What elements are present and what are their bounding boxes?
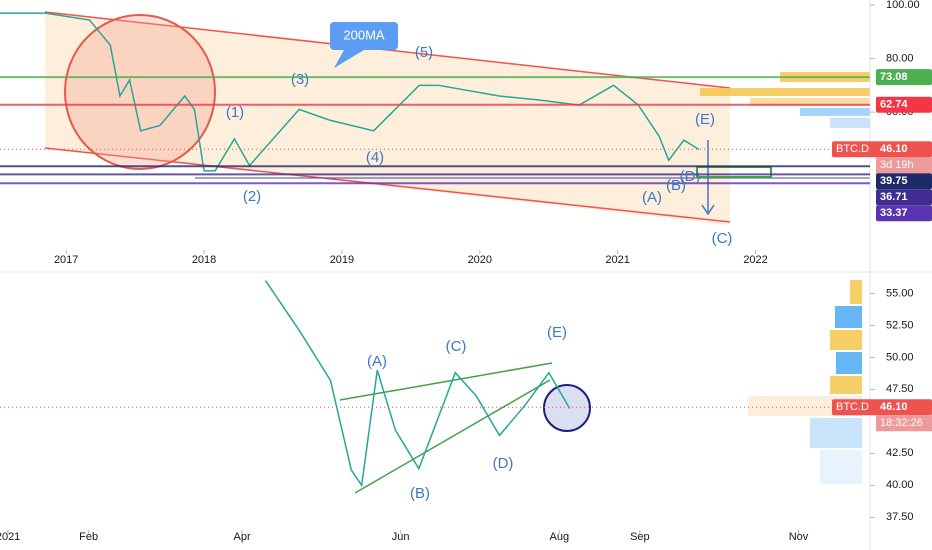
wave-label: (C) (446, 338, 467, 355)
countdown-box (876, 157, 932, 174)
price-label: 46.10 (880, 143, 908, 155)
x-tick-label: 2021 (0, 531, 20, 543)
y-tick-label: 42.50 (886, 447, 914, 459)
wave-label: (E) (695, 111, 715, 128)
wave-label: (3) (291, 71, 309, 88)
countdown: 18:32:26 (880, 417, 923, 429)
arrow-head (701, 204, 715, 216)
price-label: 73.08 (880, 71, 908, 83)
y-tick-label: 37.50 (886, 511, 914, 523)
wave-label: (5) (415, 44, 433, 61)
y-tick-label: 40.00 (886, 479, 914, 491)
x-tick-label: 2019 (330, 254, 354, 266)
price-label-box (876, 96, 932, 113)
price-label-box (876, 173, 932, 190)
price-label: 36.71 (880, 191, 908, 203)
x-tick-label: Nov (789, 531, 809, 543)
callout-text: 200MA (343, 27, 385, 42)
price-label: 33.37 (880, 207, 908, 219)
wave-label: (D) (680, 168, 701, 185)
x-tick-label: 2021 (605, 254, 629, 266)
wave-label: (A) (367, 353, 387, 370)
x-tick-label: Aug (549, 531, 569, 543)
x-tick-label: 2020 (468, 254, 492, 266)
wave-label: (B) (410, 485, 430, 502)
price-label-box (832, 399, 932, 416)
x-tick-label: Feb (79, 531, 98, 543)
channel-bottom (44, 147, 731, 223)
price-label: 46.10 (880, 401, 908, 413)
channel-fill (45, 12, 730, 225)
y-tick-label: 52.50 (886, 319, 914, 331)
price-label-box (832, 141, 932, 158)
x-tick-label: Jun (392, 531, 410, 543)
x-tick-label: 2022 (743, 254, 767, 266)
price-label-name: BTC.D (836, 401, 869, 413)
price-label-box (876, 205, 932, 222)
wave-label: (C) (712, 230, 733, 247)
x-tick-label: 2017 (54, 254, 78, 266)
price-label: 39.75 (880, 175, 908, 187)
wave-label: (D) (493, 455, 514, 472)
y-tick-label: 47.50 (886, 383, 914, 395)
price-label-box (876, 69, 932, 86)
price-label-box (876, 189, 932, 206)
wave-label: (E) (547, 324, 567, 341)
price-label-name: BTC.D (836, 143, 869, 155)
y-tick-label: 100.00 (886, 0, 920, 11)
countdown: 3d 19h (880, 159, 914, 171)
wedge-top (339, 362, 553, 401)
wave-label: (A) (642, 189, 662, 206)
x-tick-label: 2018 (192, 254, 216, 266)
wave-label: (B) (666, 177, 686, 194)
wave-label: (2) (243, 188, 261, 205)
x-tick-label: Sep (630, 531, 650, 543)
y-tick-label: 80.00 (886, 52, 914, 64)
wedge-bottom (354, 379, 551, 494)
highlight-circle (543, 384, 591, 432)
highlight-circle (64, 14, 216, 170)
price-line (264, 280, 571, 488)
countdown-box (876, 415, 932, 432)
price-line (0, 12, 700, 172)
wave-label: (1) (226, 104, 244, 121)
price-label: 62.74 (880, 99, 908, 111)
y-tick-label: 55.00 (886, 287, 914, 299)
x-tick-label: Apr (234, 531, 251, 543)
callout (330, 22, 398, 68)
wave-label: (4) (366, 149, 384, 166)
y-tick-label: 50.00 (886, 351, 914, 363)
